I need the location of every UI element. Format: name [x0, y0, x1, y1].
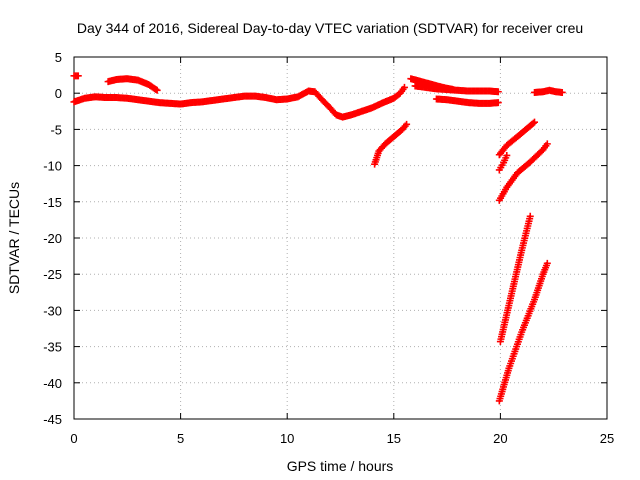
data-series — [495, 259, 551, 405]
data-series — [104, 75, 161, 94]
y-axis: 5 0 -5 -10 -15 -20 -25 -30 -35 -40 -45 — [43, 50, 607, 427]
y-tick-label: -25 — [43, 267, 62, 282]
y-tick-label: -10 — [43, 159, 62, 174]
data-point — [74, 72, 82, 80]
data-series — [411, 82, 502, 96]
x-tick-label: 10 — [280, 431, 294, 446]
y-tick-label: -30 — [43, 303, 62, 318]
data-point — [400, 83, 408, 91]
x-tick-label: 25 — [600, 431, 614, 446]
data-point — [152, 85, 160, 93]
data-series — [496, 212, 534, 346]
y-tick-label: 0 — [55, 86, 62, 101]
data-point — [153, 86, 161, 94]
data-series — [495, 151, 511, 174]
grid — [74, 57, 607, 419]
y-axis-label: SDTVAR / TECUs — [6, 182, 22, 294]
y-tick-label: -35 — [43, 340, 62, 355]
data-series — [495, 140, 551, 204]
y-tick-label: 5 — [55, 50, 62, 65]
data-point — [543, 140, 551, 148]
data-series — [531, 86, 566, 96]
data-point — [531, 118, 539, 126]
data-point — [403, 120, 411, 128]
y-tick-label: -5 — [50, 122, 62, 137]
data-point — [494, 99, 502, 107]
x-tick-label: 0 — [70, 431, 77, 446]
x-tick-label: 5 — [177, 431, 184, 446]
data-series — [371, 120, 411, 168]
y-tick-label: -15 — [43, 195, 62, 210]
x-tick-label: 20 — [493, 431, 507, 446]
y-tick-label: -40 — [43, 376, 62, 391]
data-point — [503, 151, 511, 159]
data-point — [526, 212, 534, 220]
data-point — [529, 119, 537, 127]
y-tick-label: -20 — [43, 231, 62, 246]
data-point — [558, 88, 566, 96]
data-series — [432, 95, 502, 107]
data-series — [70, 72, 82, 80]
x-tick-label: 15 — [387, 431, 401, 446]
x-axis: 0 5 10 15 20 25 — [70, 57, 614, 446]
data-point — [494, 88, 502, 96]
data-point — [543, 259, 551, 267]
data-points — [70, 72, 566, 405]
y-tick-label: -45 — [43, 412, 62, 427]
data-series — [70, 83, 408, 121]
x-axis-label: GPS time / hours — [287, 458, 394, 474]
data-series — [495, 118, 539, 159]
chart-title: Day 344 of 2016, Sidereal Day-to-day VTE… — [77, 20, 583, 36]
